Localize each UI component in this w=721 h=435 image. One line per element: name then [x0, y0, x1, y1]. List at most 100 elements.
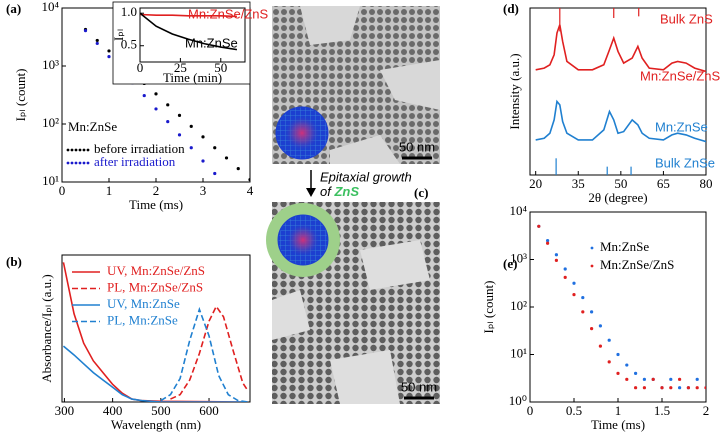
x-tick-label: 1 — [615, 403, 622, 418]
point — [581, 295, 585, 300]
point — [607, 338, 611, 342]
arrow-head — [306, 188, 316, 197]
point — [224, 156, 229, 160]
point — [213, 171, 217, 176]
line — [535, 24, 706, 73]
point — [107, 55, 111, 59]
point — [572, 293, 576, 297]
x-tick-label: 0 — [527, 403, 534, 418]
legend-label: PL, Mn:ZnSe — [107, 312, 178, 327]
legend-label: Mn:ZnSe/ZnS — [600, 257, 674, 272]
x-axis-label: Wavelength (nm) — [111, 417, 201, 432]
point — [201, 159, 205, 163]
legend-marker — [82, 148, 86, 152]
line — [140, 13, 237, 18]
point — [581, 310, 585, 314]
x-tick-label: 4 — [247, 183, 254, 198]
legend-marker — [78, 161, 82, 165]
point — [142, 93, 146, 98]
x-tick-label: 50 — [214, 60, 227, 75]
x-tick-label: 300 — [55, 403, 75, 418]
point — [154, 107, 158, 111]
shell-text: ZnS — [333, 184, 359, 199]
point — [695, 386, 699, 390]
point — [704, 386, 706, 390]
x-axis-label: Time (min) — [163, 70, 222, 85]
point — [213, 146, 217, 150]
point — [607, 360, 611, 364]
point — [166, 103, 170, 107]
arrow-text: of ZnS — [320, 184, 359, 199]
legend-marker — [66, 161, 70, 165]
point — [537, 224, 541, 228]
y-tick-label: 10² — [510, 298, 527, 313]
point — [598, 324, 603, 328]
plot: 0 25 50 0.5 1.0 Time (min) Iₚₗ Mn:ZnSe/ZnS Mn:Zn… — [111, 4, 269, 85]
x-tick-label: 35 — [572, 176, 585, 191]
tem-image-top — [272, 6, 440, 164]
y-tick-label: 10² — [42, 115, 59, 130]
point — [598, 344, 603, 348]
curve-label: Mn:ZnSe/ZnS — [188, 6, 269, 21]
point — [189, 124, 193, 128]
panel-label: (e) — [503, 256, 517, 271]
x-tick-label: 20 — [529, 176, 542, 191]
point — [201, 135, 205, 139]
point — [554, 258, 559, 262]
legend-marker — [74, 161, 78, 165]
point — [634, 371, 638, 376]
plot: 0 1 2 3 4 10¹ 10² 10³ 10⁴ Time (ms) Iₚₗ (count) (a)… — [6, 0, 254, 212]
panel-label: (c) — [414, 185, 428, 200]
point — [177, 113, 182, 117]
point — [686, 386, 691, 390]
legend-marker — [66, 148, 70, 152]
plot-frame — [529, 7, 707, 176]
y-tick-label: 10⁴ — [41, 0, 59, 14]
plot: 0 0.5 1 1.5 2 10⁰ 10¹ 10² 10³ 10⁴ Time (ms) Iₚₗ (co… — [481, 203, 709, 432]
x-tick-label: 3 — [200, 183, 207, 198]
point — [634, 386, 638, 390]
y-tick-label: 0.5 — [121, 37, 137, 52]
point — [616, 371, 620, 376]
point — [189, 146, 193, 150]
point — [625, 363, 629, 367]
legend-marker — [74, 148, 78, 152]
data — [537, 224, 706, 390]
legend-marker — [86, 148, 90, 152]
line — [62, 345, 248, 402]
x-axis-label: Time (ms) — [591, 417, 645, 432]
curve-label: Bulk ZnS — [660, 11, 713, 26]
data — [535, 8, 706, 175]
y-tick-label: 10¹ — [42, 173, 59, 188]
point — [166, 119, 170, 124]
x-axis-label: Time (ms) — [129, 197, 183, 212]
point — [669, 377, 673, 381]
legend-label: Mn:ZnSe — [600, 239, 649, 254]
legend-label: before irradiation — [94, 141, 185, 156]
legend-label: UV, Mn:ZnSe — [107, 296, 180, 311]
data — [140, 12, 238, 51]
y-tick-label: 10³ — [510, 250, 527, 265]
curve-label: Mn:ZnSe — [655, 119, 708, 134]
point — [642, 377, 647, 381]
x-tick-label: 400 — [103, 403, 123, 418]
x-tick-label: 2 — [153, 183, 160, 198]
point — [642, 386, 647, 390]
curve-label: Mn:ZnSe/ZnS — [640, 68, 721, 83]
legend-marker — [82, 161, 86, 165]
point — [546, 241, 550, 245]
point — [616, 352, 620, 357]
point — [248, 177, 250, 182]
x-tick-label: 25 — [174, 60, 187, 75]
x-tick-label: 65 — [657, 176, 670, 191]
point — [107, 49, 111, 53]
point — [678, 377, 682, 381]
y-axis-label: Iₚₗ (count) — [481, 281, 496, 334]
point — [590, 327, 594, 331]
legend-marker — [86, 161, 90, 165]
y-axis-label: Iₚₗ — [111, 29, 126, 41]
tem-image-bottom — [266, 202, 440, 404]
legend-marker — [590, 246, 594, 250]
scale-bar-label: 50 nm — [399, 139, 435, 154]
annotation: Mn:ZnSe — [68, 119, 117, 134]
